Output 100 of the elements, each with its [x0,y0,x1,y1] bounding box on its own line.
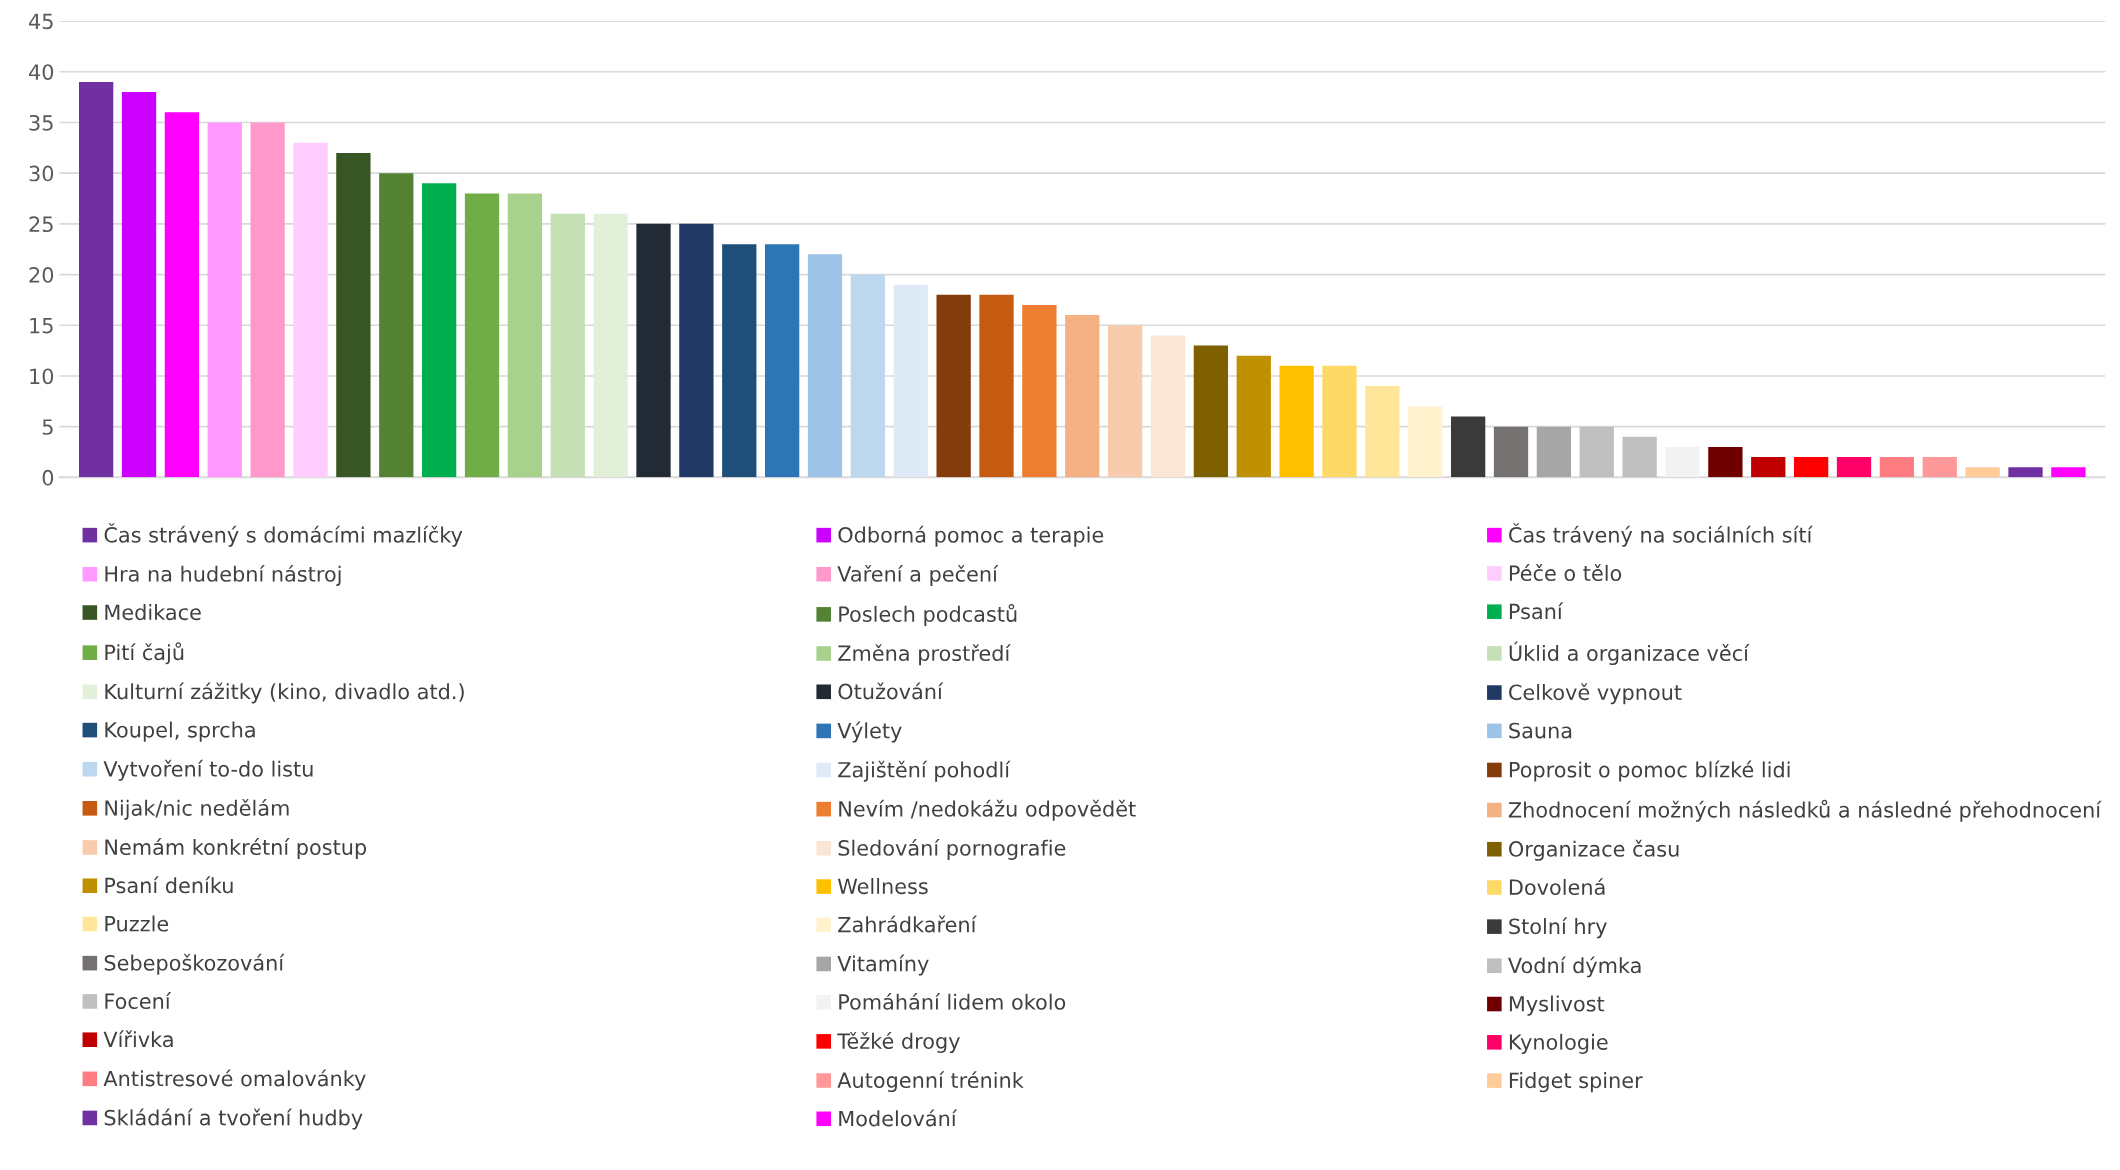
bar [379,173,414,478]
y-tick-label: 5 [42,419,53,435]
bar [1622,436,1657,478]
legend-label: Těžké drogy [837,1032,960,1053]
legend-label: Vířivka [103,1030,173,1048]
bar [336,152,371,478]
bar [1579,426,1614,478]
bar [893,284,928,478]
bar [936,294,971,478]
bar [764,244,800,478]
legend-label: Wellness [837,878,928,895]
bar [1708,446,1743,478]
bar [164,112,200,478]
bar [1065,315,1100,478]
legend-label: Skládání a tvoření hudby [104,1108,363,1130]
bar [250,122,285,478]
bar [636,223,671,478]
bar [722,244,757,478]
bar [1793,457,1829,478]
legend-label: Vaření a pečení [837,564,999,586]
legend-label: Zajištění pohodlí [838,760,1011,782]
legend-label: Myslivost [1509,995,1605,1016]
bar [1322,365,1357,478]
legend-label: Puzzle [105,915,169,932]
y-tick-label: 20 [29,267,54,283]
bar [464,193,500,478]
legend-label: Sauna [1509,722,1572,739]
bar [507,193,543,478]
legend-label: Pomáhání lidem okolo [839,992,1066,1010]
bar [2008,467,2043,478]
legend-label: Stolní hry [1509,917,1607,939]
bar [1279,365,1314,478]
y-tick-label: 10 [30,368,54,385]
bar [1493,426,1529,478]
legend-label: Poprosit o pomoc blízké lidi [1509,760,1790,782]
bar [1408,406,1443,478]
bar [207,122,242,478]
legend-label: Čas trávený na sociálních sítí [1509,523,1813,547]
y-tick-label: 30 [29,165,54,182]
legend-label: Poslech podcastů [839,604,1017,626]
legend-label: Psaní [1509,602,1564,620]
legend-label: Dovolená [1509,878,1605,896]
bar [1536,426,1572,478]
legend-label: Celkově vypnout [1509,683,1682,705]
legend-label: Focení [105,992,172,1010]
legend-label: Nevím /nedokážu odpovědět [839,799,1136,821]
bar [550,213,585,478]
bar [1193,345,1229,478]
bar [1965,467,2000,478]
legend-label: Výlety [837,721,902,743]
bar [293,142,328,478]
legend-label: Otužování [838,682,944,700]
legend-label: Sebepoškozování [104,953,285,975]
y-tick-label: 15 [30,317,53,334]
legend-label: Nijak/nic nedělám [105,798,289,820]
legend-label: Péče o tělo [1509,564,1622,582]
bar [1022,304,1057,478]
bar [1150,335,1186,478]
bar [807,254,843,478]
bar [421,183,457,478]
legend-label: Vytvoření to-do listu [103,759,313,781]
legend-label: Zhodnocení možných následků a následné přehodnocení [1508,799,2102,822]
legend-label: Hra na hudební nástroj [105,564,341,586]
bar [78,81,114,478]
bar [979,294,1014,478]
bar [1879,457,1915,478]
legend-label: Vodní dýmka [1508,956,1641,978]
legend-label: Medikace [105,604,201,621]
legend-label: Odborná pomoc a terapie [838,525,1104,547]
legend-label: Antistresové omalovánky [103,1069,366,1091]
y-tick-label: 35 [29,114,53,131]
y-tick-label: 25 [29,216,53,233]
legend-label: Organizace času [1509,839,1679,861]
legend-label: Kulturní zážitky (kino, divadlo atd.) [105,682,464,704]
legend-label: Koupel, sprcha [105,721,255,742]
bar [1450,416,1486,478]
bar [2051,467,2086,478]
legend-label: Kynologie [1509,1033,1608,1054]
bar [1236,355,1271,478]
legend-label: Fidget spiner [1509,1072,1643,1093]
legend-label: Změna prostředí [838,644,1011,666]
legend-label: Sledování pornografie [838,838,1066,860]
bar [1665,446,1700,478]
legend-label: Čas strávený s domácími mazlíčky [104,523,463,547]
legend-label: Pití čajů [105,642,184,665]
bar [1107,325,1143,478]
bar [679,223,714,478]
bar [850,274,886,478]
legend-label: Psaní deníku [105,876,233,894]
legend-label: Modelování [839,1109,958,1127]
legend-label: Nemám konkrétní postup [105,838,367,860]
legend-label: Vitamíny [837,954,929,976]
bar [121,92,157,478]
bar [1751,457,1786,478]
legend-label: Zahrádkaření [838,915,977,933]
bar [1365,386,1400,478]
y-tick-label: 0 [42,469,54,486]
y-tick-label: 45 [29,13,53,30]
legend-label: Úklid a organizace věcí [1509,641,1750,666]
bar [593,213,628,478]
